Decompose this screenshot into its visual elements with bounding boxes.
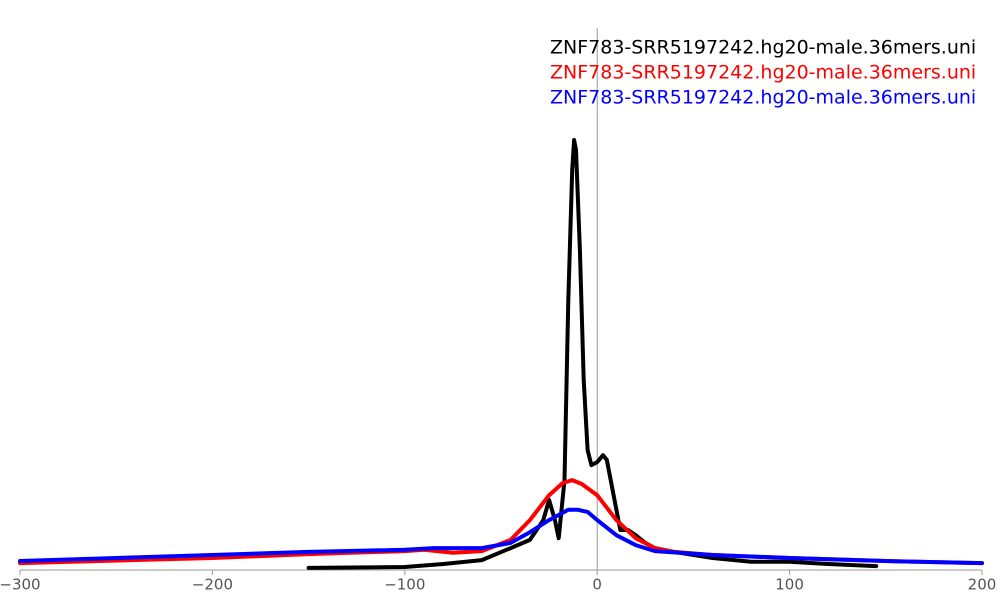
x-tick-label: −100 [384,576,425,594]
series-line [306,138,879,570]
x-tick-label: 200 [968,576,997,594]
x-tick-label: 100 [775,576,804,594]
legend-entry: ZNF783-SRR5197242.hg20-male.36mers.uni [550,37,976,59]
x-tick-label: −200 [192,576,233,594]
series-line [18,507,984,566]
x-tick-label: 0 [592,576,602,594]
x-tick-label: −300 [0,576,41,594]
legend-entry: ZNF783-SRR5197242.hg20-male.36mers.uni [550,87,976,109]
legend-entry: ZNF783-SRR5197242.hg20-male.36mers.uni [550,62,976,84]
